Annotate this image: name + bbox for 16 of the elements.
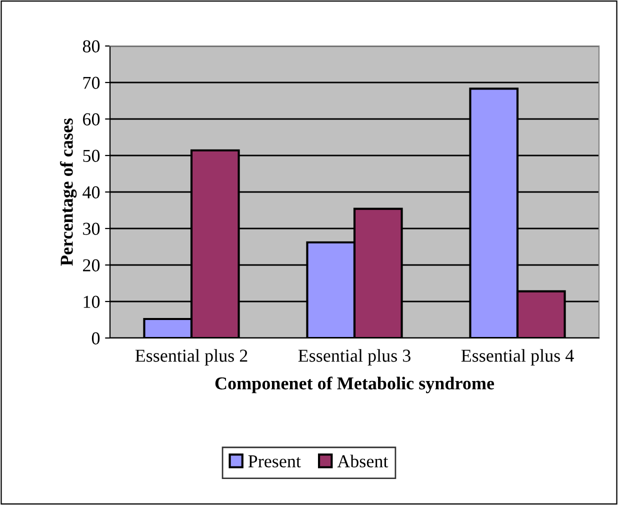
y-tick-label: 50 — [83, 150, 100, 162]
y-tick-label: 20 — [83, 259, 100, 272]
y-tick-label: 30 — [83, 222, 100, 235]
x-axis-title: Componenet of Metabolic syndrome — [215, 376, 494, 394]
y-tick-label: 80 — [82, 40, 100, 52]
legend-label: Absent — [337, 454, 388, 468]
x-tick-label: Essential plus 3 — [298, 349, 410, 366]
x-tick-label: Essential plus 2 — [135, 349, 248, 366]
y-tick-label: 40 — [82, 186, 100, 198]
y-axis-title: Percentage of cases — [60, 118, 77, 266]
y-tick-label: 10 — [84, 296, 100, 308]
y-tick-label: 60 — [83, 113, 100, 126]
legend-label: Present — [248, 455, 301, 468]
y-tick-label: 70 — [83, 76, 100, 89]
x-tick-label: Essential plus 4 — [461, 349, 574, 366]
y-tick-label: 0 — [92, 332, 100, 344]
